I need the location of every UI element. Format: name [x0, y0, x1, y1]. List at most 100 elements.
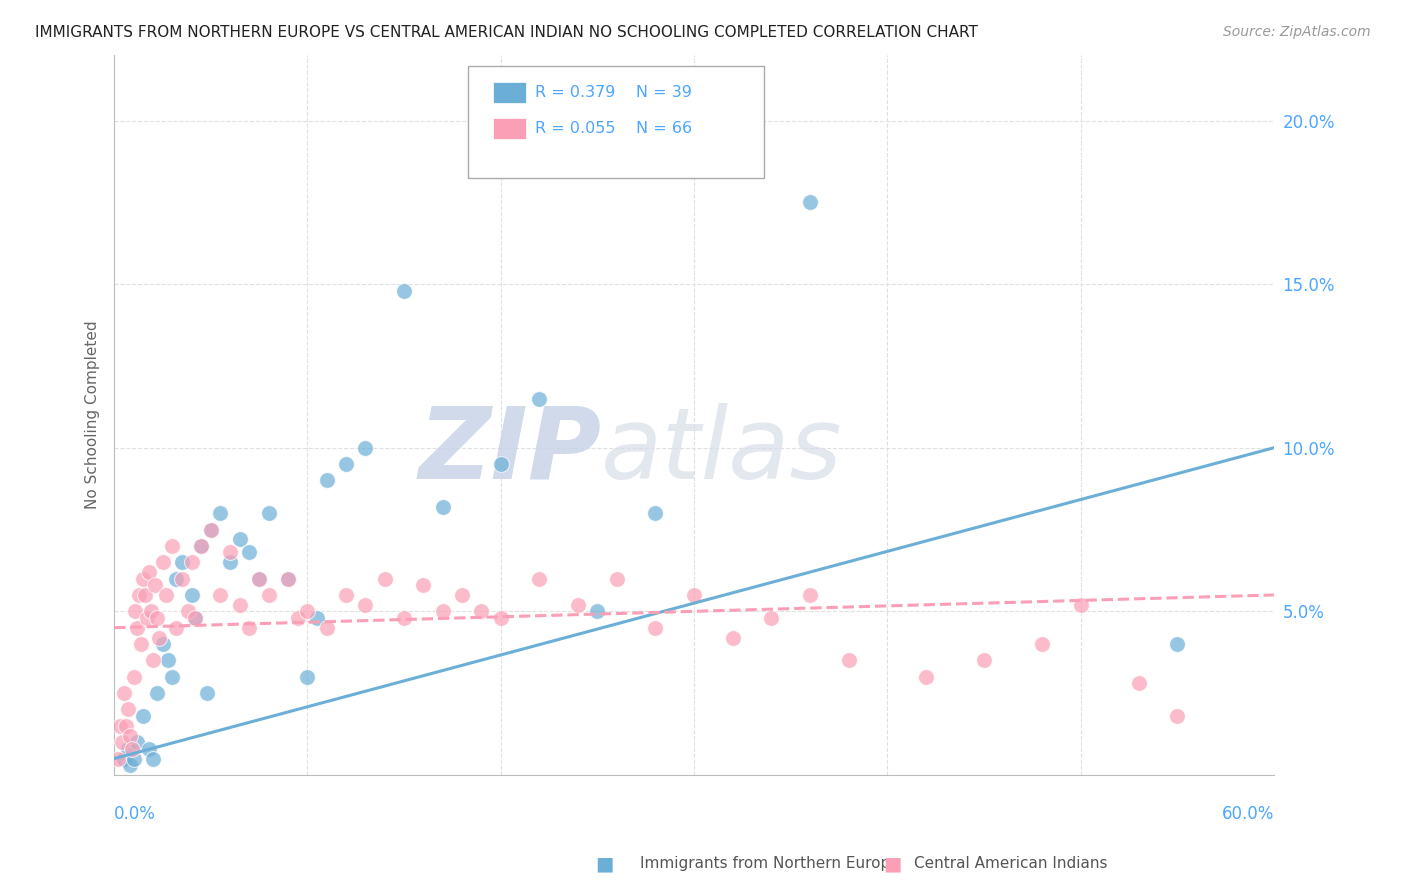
- Text: R = 0.055    N = 66: R = 0.055 N = 66: [536, 121, 692, 136]
- Point: [644, 621, 666, 635]
- Point: [108, 719, 131, 733]
- Point: [915, 670, 938, 684]
- Point: [118, 758, 141, 772]
- Point: [838, 653, 860, 667]
- Text: 60.0%: 60.0%: [1222, 805, 1274, 823]
- Point: [190, 539, 212, 553]
- Point: [470, 604, 492, 618]
- Point: [1070, 598, 1092, 612]
- Point: [307, 611, 329, 625]
- Point: [586, 604, 609, 618]
- Point: [134, 588, 156, 602]
- Point: [567, 598, 589, 612]
- Point: [973, 653, 995, 667]
- Point: [127, 621, 149, 635]
- Point: [165, 621, 187, 635]
- Point: [112, 686, 135, 700]
- Point: [148, 631, 170, 645]
- Text: Source: ZipAtlas.com: Source: ZipAtlas.com: [1223, 25, 1371, 39]
- Point: [374, 572, 396, 586]
- Point: [489, 611, 512, 625]
- Y-axis label: No Schooling Completed: No Schooling Completed: [86, 321, 100, 509]
- Point: [165, 572, 187, 586]
- Point: [1166, 709, 1188, 723]
- Text: 0.0%: 0.0%: [114, 805, 156, 823]
- Point: [117, 702, 139, 716]
- Point: [114, 719, 136, 733]
- Point: [432, 500, 454, 514]
- Point: [122, 670, 145, 684]
- Point: [155, 588, 177, 602]
- Point: [136, 611, 159, 625]
- Point: [354, 441, 377, 455]
- Text: Central American Indians: Central American Indians: [914, 856, 1108, 871]
- Point: [432, 604, 454, 618]
- Point: [195, 686, 218, 700]
- Point: [127, 735, 149, 749]
- Point: [247, 572, 270, 586]
- Point: [132, 572, 155, 586]
- Point: [799, 195, 821, 210]
- Text: atlas: atlas: [602, 402, 844, 500]
- Point: [238, 545, 260, 559]
- Bar: [494, 118, 526, 139]
- Point: [160, 670, 183, 684]
- Point: [129, 637, 152, 651]
- Point: [152, 555, 174, 569]
- Point: [335, 588, 357, 602]
- Point: [229, 533, 252, 547]
- Point: [392, 611, 415, 625]
- Text: ■: ■: [883, 854, 903, 873]
- Point: [229, 598, 252, 612]
- Point: [107, 751, 129, 765]
- Point: [247, 572, 270, 586]
- Point: [219, 545, 242, 559]
- Point: [1031, 637, 1053, 651]
- Text: IMMIGRANTS FROM NORTHERN EUROPE VS CENTRAL AMERICAN INDIAN NO SCHOOLING COMPLETE: IMMIGRANTS FROM NORTHERN EUROPE VS CENTR…: [35, 25, 979, 40]
- Point: [761, 611, 783, 625]
- Point: [412, 578, 434, 592]
- Point: [138, 565, 160, 579]
- Point: [721, 631, 744, 645]
- Point: [277, 572, 299, 586]
- Point: [157, 653, 180, 667]
- Point: [139, 604, 162, 618]
- Text: ZIP: ZIP: [418, 402, 602, 500]
- Point: [238, 621, 260, 635]
- Point: [1166, 637, 1188, 651]
- Point: [200, 523, 222, 537]
- Bar: [494, 82, 526, 103]
- Point: [170, 555, 193, 569]
- Point: [644, 506, 666, 520]
- Point: [392, 284, 415, 298]
- Point: [529, 392, 551, 406]
- Point: [184, 611, 207, 625]
- Text: R = 0.379    N = 39: R = 0.379 N = 39: [536, 85, 692, 100]
- Point: [200, 523, 222, 537]
- Point: [128, 588, 150, 602]
- Point: [297, 604, 319, 618]
- Point: [184, 611, 207, 625]
- Point: [145, 611, 167, 625]
- Point: [489, 457, 512, 471]
- FancyBboxPatch shape: [468, 66, 763, 178]
- Point: [315, 621, 337, 635]
- Point: [160, 539, 183, 553]
- Point: [335, 457, 357, 471]
- Point: [122, 751, 145, 765]
- Point: [209, 506, 232, 520]
- Point: [121, 741, 143, 756]
- Point: [180, 588, 202, 602]
- Point: [1128, 676, 1150, 690]
- Point: [683, 588, 706, 602]
- Point: [124, 604, 146, 618]
- Point: [152, 637, 174, 651]
- Point: [257, 506, 280, 520]
- Point: [132, 709, 155, 723]
- Point: [117, 741, 139, 756]
- Point: [209, 588, 232, 602]
- Point: [354, 598, 377, 612]
- Point: [799, 588, 821, 602]
- Point: [190, 539, 212, 553]
- Point: [112, 751, 135, 765]
